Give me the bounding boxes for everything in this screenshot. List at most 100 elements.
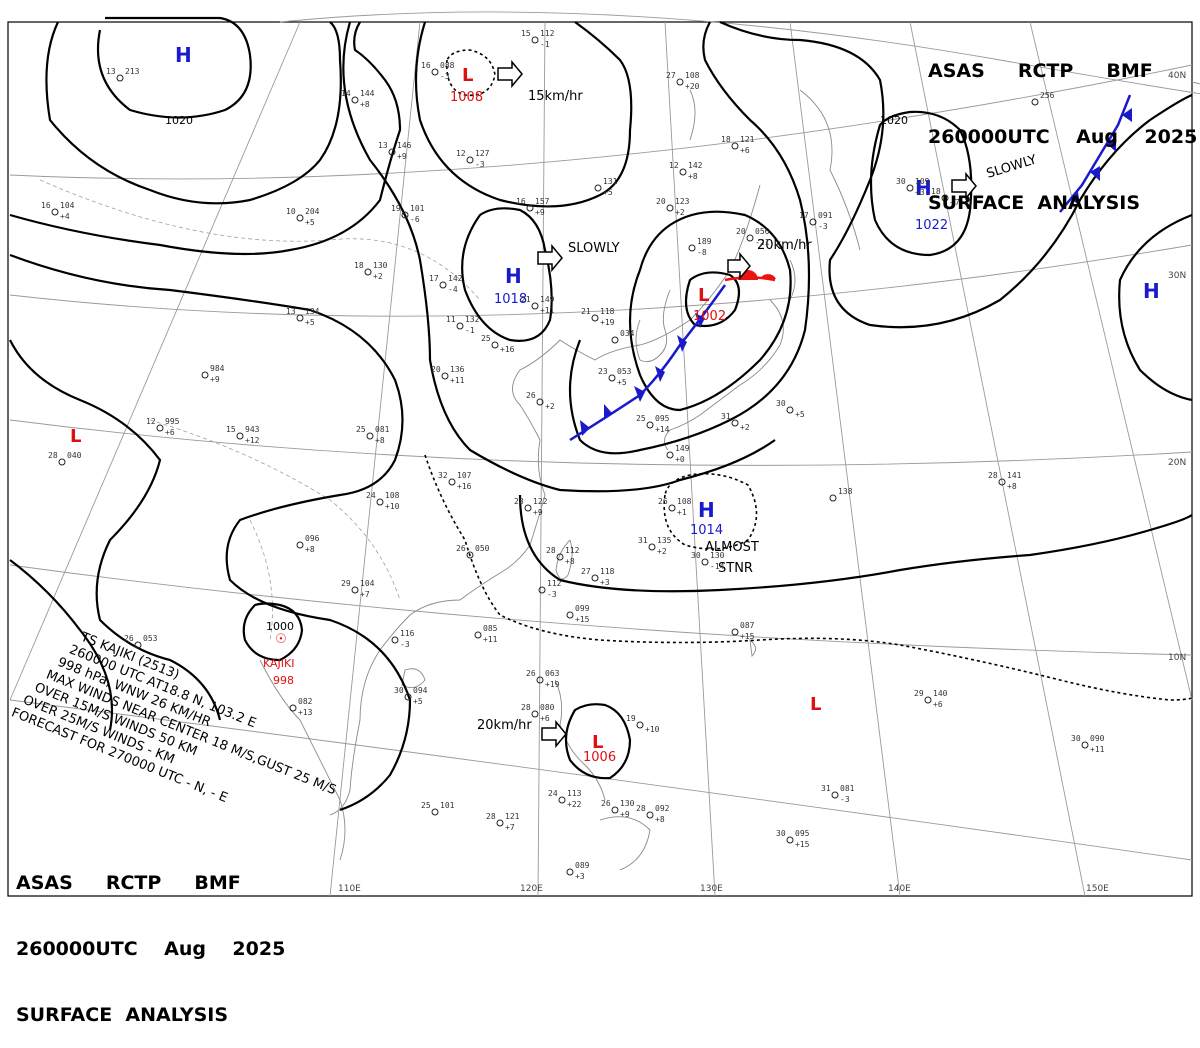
station-plot: 18 121 +6 xyxy=(721,135,755,155)
high-pressure-value: 1014 xyxy=(690,523,723,538)
station-plot: 26 130 +9 xyxy=(601,799,635,819)
station-temperature: 28 xyxy=(546,546,556,555)
station-pressure: 090 xyxy=(1090,734,1105,743)
station-plot: 10 204 +5 xyxy=(286,207,320,227)
station-temperature: 27 xyxy=(581,567,591,576)
station-marker xyxy=(998,478,1006,486)
station-pressure: 149 xyxy=(540,295,555,304)
station-plot: 28 080 +6 xyxy=(521,703,555,723)
header-line2: 260000UTC Aug 2025 xyxy=(928,126,1198,148)
header-line3: SURFACE ANALYSIS xyxy=(928,192,1141,214)
station-tendency: +9 xyxy=(210,375,220,384)
lon-label: 130E xyxy=(700,884,723,894)
station-temperature: 14 xyxy=(341,89,351,98)
station-plot: 13 134 +5 xyxy=(286,307,320,327)
station-plot: 16 157 +9 xyxy=(516,197,550,217)
station-plot: 21 118 +19 xyxy=(581,307,615,327)
motion-label: 20km/hr xyxy=(477,718,532,733)
station-marker xyxy=(566,868,574,876)
station-temperature: 30 xyxy=(776,829,786,838)
station-plot: 29 104 +7 xyxy=(341,579,375,599)
station-pressure: 121 xyxy=(740,135,755,144)
station-marker xyxy=(401,211,409,219)
station-plot: 27 118 +3 xyxy=(581,567,615,587)
station-temperature: 32 xyxy=(438,471,448,480)
station-marker xyxy=(388,148,396,156)
station-plot: 30 109 +3 xyxy=(896,177,930,197)
station-plot: 087+15 xyxy=(731,621,755,641)
station-temperature: 27 xyxy=(666,71,676,80)
station-marker xyxy=(594,184,602,192)
station-plot: 099+15 xyxy=(566,604,590,624)
station-marker xyxy=(156,424,164,432)
station-pressure: 118 xyxy=(600,567,615,576)
motion-label: 20km/hr xyxy=(757,238,812,253)
typhoon-kajiki: ☉ KAJIKI 998 xyxy=(263,632,295,687)
station-pressure: 136 xyxy=(450,365,465,374)
station-plot: 26 108 +1 xyxy=(658,497,692,517)
station-plot: 189-8 xyxy=(688,237,712,257)
station-pressure: 107 xyxy=(457,471,472,480)
station-plot: 28 092 +8 xyxy=(636,804,670,824)
station-marker xyxy=(731,142,739,150)
station-pressure: 130 xyxy=(373,261,388,270)
station-pressure: 081 xyxy=(375,425,390,434)
station-tendency: -3 xyxy=(400,640,410,649)
station-tendency: +12 xyxy=(245,436,260,445)
station-temperature: 30 xyxy=(1071,734,1081,743)
station-plot: 19 101 -6 xyxy=(391,204,425,224)
station-temperature: 31 xyxy=(638,536,648,545)
station-temperature: 26 xyxy=(526,391,536,400)
station-pressure: 094 xyxy=(413,686,428,695)
station-pressure: 135 xyxy=(657,536,672,545)
station-tendency: -3 xyxy=(840,795,850,804)
station-marker xyxy=(1081,741,1089,749)
station-tendency: +16 xyxy=(500,345,515,354)
station-marker xyxy=(941,194,949,202)
station-marker xyxy=(366,432,374,440)
motion-arrows xyxy=(497,59,977,749)
station-tendency: +3 xyxy=(600,578,610,587)
station-plot: 20 123 +2 xyxy=(656,197,690,217)
typhoon-pressure: 998 xyxy=(273,674,294,687)
station-pressure: 118 xyxy=(600,307,615,316)
station-pressure: 130 xyxy=(710,551,725,560)
high-pressure-symbol: H xyxy=(1143,279,1160,303)
station-plot: 25 081 +8 xyxy=(356,425,390,445)
station-pressure: 142 xyxy=(688,161,703,170)
station-marker xyxy=(531,302,539,310)
station-plot: 11 132 -1 xyxy=(446,315,480,335)
station-temperature: 20 xyxy=(656,197,666,206)
station-temperature: 24 xyxy=(366,491,376,500)
weather-map: 1020 1020 1000 H L 1008 H 1018 L 1002 H … xyxy=(7,11,1200,897)
station-tendency: +8 xyxy=(305,545,315,554)
station-plot: 15 112 -1 xyxy=(521,29,555,49)
station-tendency: +19 xyxy=(545,680,560,689)
station-temperature: 15 xyxy=(521,29,531,38)
station-plot: 14 144 +8 xyxy=(341,89,375,109)
station-marker xyxy=(474,631,482,639)
station-tendency: +5 xyxy=(617,378,627,387)
station-marker xyxy=(466,156,474,164)
station-marker xyxy=(668,504,676,512)
station-temperature: 30 xyxy=(691,551,701,560)
station-marker xyxy=(666,204,674,212)
station-tendency: +5 xyxy=(413,697,423,706)
motion-label: SLOWLY xyxy=(568,241,620,256)
motion-label: ALMOST xyxy=(705,540,759,555)
station-plot: 149+0 xyxy=(666,444,690,464)
station-tendency: -4 xyxy=(448,285,458,294)
station-temperature: 15 xyxy=(226,425,236,434)
station-tendency: -6 xyxy=(410,215,420,224)
station-tendency: +22 xyxy=(567,800,582,809)
station-pressure: 112 xyxy=(547,579,562,588)
isobar-label: 1000 xyxy=(266,620,294,633)
station-temperature: 26 xyxy=(658,497,668,506)
station-marker xyxy=(448,478,456,486)
station-pressure: 096 xyxy=(305,534,320,543)
station-tendency: +11 xyxy=(450,376,465,385)
station-plot: 096+8 xyxy=(296,534,320,554)
low-pressure-value: 1008 xyxy=(450,90,483,105)
station-temperature: 16 xyxy=(516,197,526,206)
station-marker xyxy=(701,558,709,566)
